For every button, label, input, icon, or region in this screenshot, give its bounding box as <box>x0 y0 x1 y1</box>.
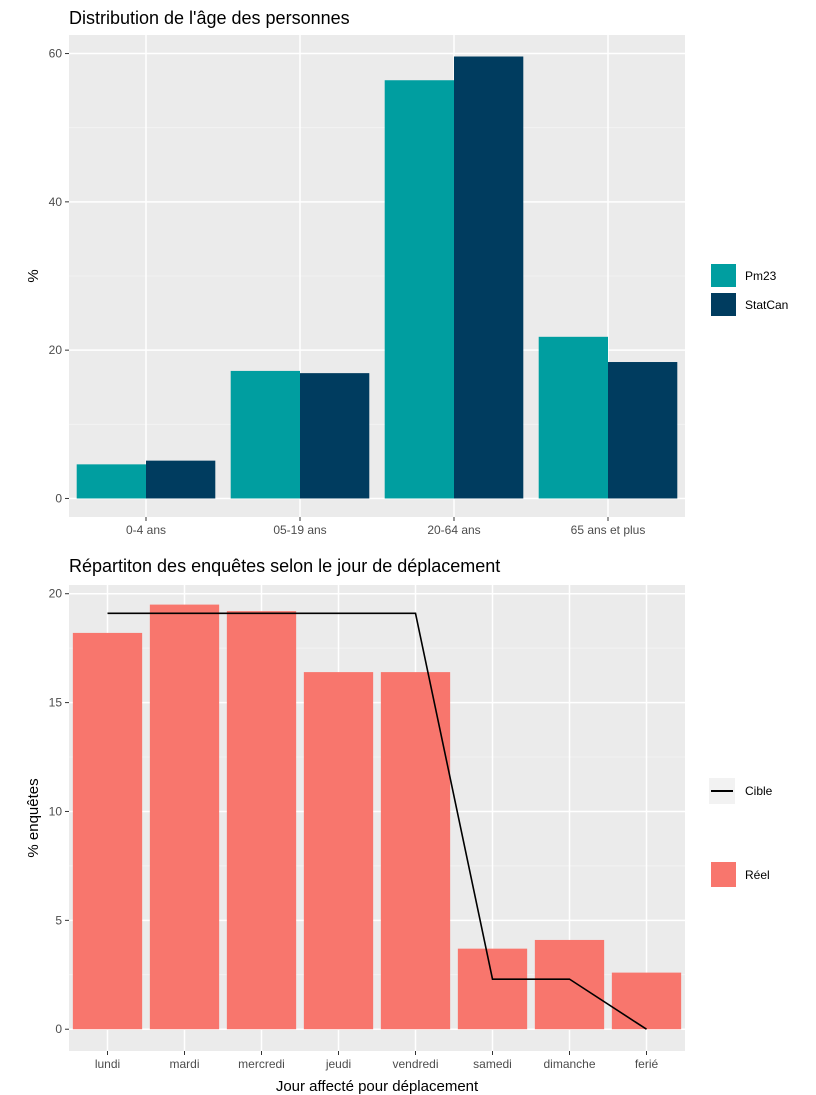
legend-label-reel: Réel <box>745 868 770 882</box>
bar-reel-2 <box>227 611 296 1029</box>
bar-pm23-3 <box>539 337 608 499</box>
chart1-y-axis: 0 20 40 60 <box>49 47 69 506</box>
legend-label-cible: Cible <box>745 784 773 798</box>
legend-swatch-pm23 <box>711 264 736 287</box>
y-tick-label: 10 <box>49 804 63 818</box>
legend-swatch-statcan <box>711 293 736 316</box>
chart2-x-title: Jour affecté pour déplacement <box>276 1078 479 1095</box>
y-tick-label: 5 <box>55 913 62 927</box>
chart1-y-title: % <box>25 269 42 282</box>
x-tick-label: mardi <box>169 1057 199 1071</box>
age-distribution-chart: Distribution de l'âge des personnes 0 20 4… <box>25 8 788 537</box>
chart2-x-axis: lundi mardi mercredi jeudi vendredi samedi dim… <box>95 1051 659 1071</box>
chart2-legend: Cible Réel <box>709 778 773 887</box>
bar-statcan-3 <box>608 362 677 498</box>
bar-pm23-0 <box>77 464 146 498</box>
bar-statcan-1 <box>300 373 369 498</box>
bar-reel-0 <box>73 633 142 1029</box>
survey-day-chart: Répartiton des enquêtes selon le jour de… <box>25 556 773 1095</box>
bar-statcan-0 <box>146 461 215 499</box>
bar-reel-5 <box>458 949 527 1030</box>
x-tick-label: vendredi <box>392 1057 438 1071</box>
chart1-x-axis: 0-4 ans 05-19 ans 20-64 ans 65 ans et plus <box>126 517 645 537</box>
x-tick-label: samedi <box>473 1057 512 1071</box>
x-tick-label: ferié <box>635 1057 659 1071</box>
bar-reel-1 <box>150 605 219 1030</box>
x-tick-label: dimanche <box>543 1057 595 1071</box>
bar-reel-6 <box>535 940 604 1029</box>
chart2-y-axis: 0 5 10 15 20 <box>49 587 69 1037</box>
y-tick-label: 15 <box>49 696 63 710</box>
y-tick-label: 40 <box>49 195 63 209</box>
chart1-title: Distribution de l'âge des personnes <box>69 8 350 28</box>
y-tick-label: 20 <box>49 343 63 357</box>
x-tick-label: 0-4 ans <box>126 523 166 537</box>
legend-swatch-reel <box>711 862 736 887</box>
y-tick-label: 60 <box>49 47 63 61</box>
x-tick-label: 05-19 ans <box>273 523 326 537</box>
bar-statcan-2 <box>454 57 523 499</box>
bar-reel-7 <box>612 973 681 1030</box>
bar-pm23-1 <box>231 371 300 499</box>
chart2-title: Répartiton des enquêtes selon le jour de… <box>69 556 500 576</box>
x-tick-label: lundi <box>95 1057 120 1071</box>
chart2-y-title: % enquêtes <box>25 778 42 857</box>
x-tick-label: 65 ans et plus <box>571 523 646 537</box>
x-tick-label: 20-64 ans <box>427 523 480 537</box>
bar-pm23-2 <box>385 80 454 498</box>
x-tick-label: jeudi <box>325 1057 351 1071</box>
legend-label-statcan: StatCan <box>745 298 788 312</box>
legend-label-pm23: Pm23 <box>745 269 777 283</box>
y-tick-label: 20 <box>49 587 63 601</box>
y-tick-label: 0 <box>55 1022 62 1036</box>
x-tick-label: mercredi <box>238 1057 285 1071</box>
bar-reel-3 <box>304 672 373 1029</box>
chart1-legend: Pm23 StatCan <box>711 264 788 316</box>
y-tick-label: 0 <box>55 491 62 505</box>
